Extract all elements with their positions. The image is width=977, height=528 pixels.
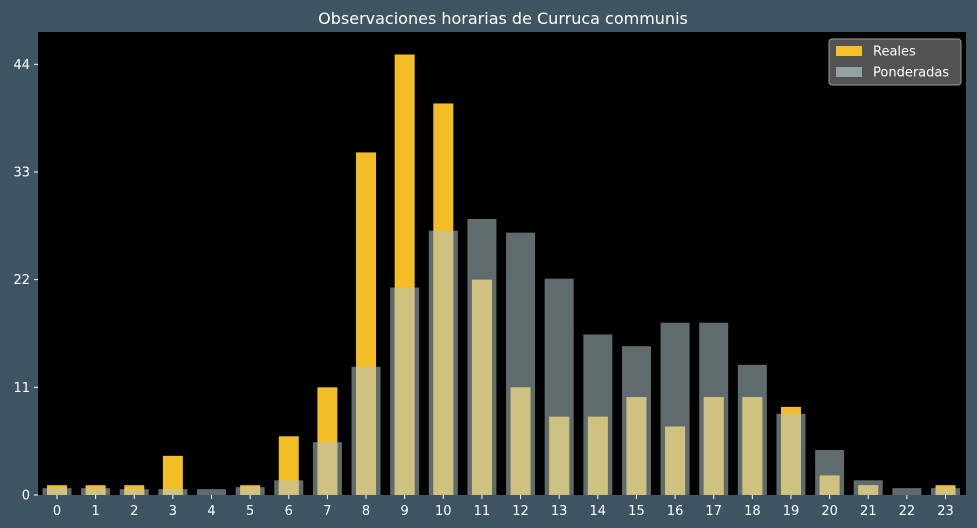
bar-overlap-23 [935,488,956,495]
x-tick-label-2: 2 [130,504,138,519]
x-tick-label-12: 12 [512,504,529,519]
x-tick-label-7: 7 [323,504,331,519]
bar-overlap-17 [703,397,724,495]
bar-overlap-20 [819,475,840,495]
x-tick-label-15: 15 [628,504,645,519]
legend-swatch-ponderadas [836,67,862,77]
bar-overlap-15 [626,397,647,495]
bar-ponderadas-4 [197,489,227,495]
bar-overlap-9 [394,287,415,495]
bar-overlap-19 [780,413,801,495]
bar-overlap-0 [47,488,67,495]
x-tick-label-9: 9 [401,504,409,519]
plot-area [38,32,966,495]
x-tick-label-16: 16 [667,504,684,519]
x-axis: 0 1 2 3 4 5 6 7 8 9 10 11 12 13 14 15 16 17 18 19 20 21 22 23 [53,495,954,519]
y-tick-label-44: 44 [13,58,30,73]
x-tick-label-11: 11 [474,504,491,519]
x-tick-label-1: 1 [91,504,99,519]
x-tick-label-4: 4 [207,504,215,519]
bar-overlap-14 [587,416,608,495]
x-tick-label-3: 3 [169,504,177,519]
x-tick-label-20: 20 [821,504,838,519]
bar-overlap-3 [162,489,183,495]
legend-swatch-reales [836,46,862,56]
bar-overlap-11 [471,279,492,495]
bar-overlap-7 [317,442,338,495]
x-tick-label-18: 18 [744,504,761,519]
y-tick-label-11: 11 [13,381,30,396]
legend: Reales Ponderadas [828,38,962,86]
x-tick-label-5: 5 [246,504,254,519]
legend-label-reales: Reales [873,45,916,60]
y-tick-label-22: 22 [13,273,30,288]
x-tick-label-17: 17 [705,504,722,519]
bar-ponderadas-22 [892,488,922,495]
x-tick-label-10: 10 [435,504,452,519]
x-tick-label-6: 6 [285,504,293,519]
bar-overlap-8 [356,366,377,495]
bar-overlap-21 [858,485,879,495]
x-tick-label-22: 22 [899,504,916,519]
bar-overlap-6 [278,480,299,495]
x-tick-label-13: 13 [551,504,568,519]
bar-overlap-2 [124,489,145,495]
bar-reales-3 [162,455,183,495]
x-tick-label-14: 14 [590,504,607,519]
bar-overlap-1 [85,488,106,495]
x-tick-label-8: 8 [362,504,370,519]
series-reales-bars [47,54,956,496]
x-tick-label-21: 21 [860,504,877,519]
x-tick-label-19: 19 [783,504,800,519]
y-tick-label-0: 0 [22,489,30,504]
y-tick-label-33: 33 [13,165,30,180]
legend-label-ponderadas: Ponderadas [873,66,949,81]
bar-overlap-10 [433,230,454,495]
x-tick-label-0: 0 [53,504,61,519]
y-axis: 0 11 22 33 44 [13,58,38,504]
bar-overlap-16 [665,426,686,495]
x-tick-label-23: 23 [937,504,954,519]
bar-overlap-13 [549,416,570,495]
chart-title: Observaciones horarias de Curruca commun… [318,9,688,28]
bar-overlap-5 [240,487,261,495]
bar-overlap-12 [510,387,531,495]
bar-overlap-18 [742,397,763,495]
